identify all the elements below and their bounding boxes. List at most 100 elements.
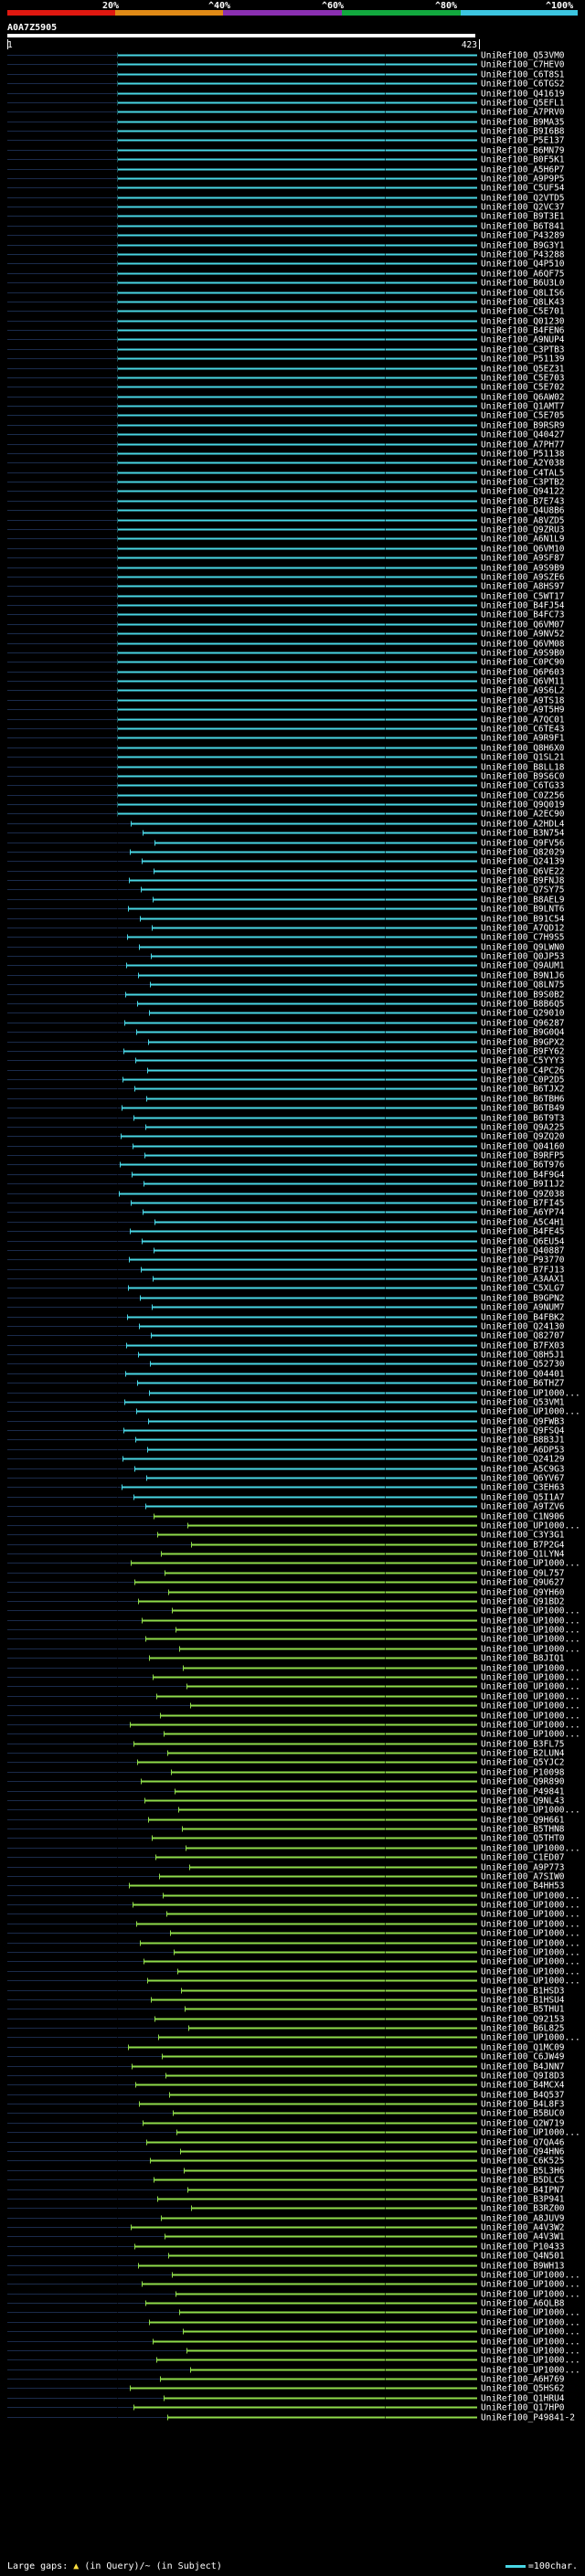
hit-label-243[interactable]: UniRef100_UP1000... [481,2356,580,2366]
hit-label-3[interactable]: UniRef100_C6TGS2 [481,80,565,90]
hit-label-194[interactable]: UniRef100_UP1000... [481,1892,580,1902]
hit-label-143[interactable]: UniRef100_UP1000... [481,1407,580,1417]
hit-label-56[interactable]: UniRef100_A8HS97 [481,582,565,592]
hit-label-236[interactable]: UniRef100_UP1000... [481,2290,580,2300]
hit-label-79[interactable]: UniRef100_Q9Q019 [481,800,565,811]
hit-label-15[interactable]: UniRef100_Q2VTD5 [481,194,565,204]
hit-label-51[interactable]: UniRef100_A6N1L9 [481,535,565,545]
hit-label-127[interactable]: UniRef100_P93770 [481,1256,565,1266]
hit-label-204[interactable]: UniRef100_B1HSD3 [481,1987,565,1997]
hit-label-151[interactable]: UniRef100_C3EH63 [481,1483,565,1493]
hit-label-171[interactable]: UniRef100_UP1000... [481,1673,580,1683]
hit-label-144[interactable]: UniRef100_Q9FWB3 [481,1417,565,1427]
hit-label-69[interactable]: UniRef100_A9T5H9 [481,705,565,716]
hit-label-86[interactable]: UniRef100_Q6VE22 [481,867,565,877]
hit-label-174[interactable]: UniRef100_UP1000... [481,1701,580,1712]
hit-label-109[interactable]: UniRef100_B6TJX2 [481,1085,565,1095]
hit-label-41[interactable]: UniRef100_A7PH77 [481,440,565,451]
hit-label-125[interactable]: UniRef100_Q6EU54 [481,1237,565,1247]
hit-label-43[interactable]: UniRef100_A2Y038 [481,459,565,469]
hit-label-76[interactable]: UniRef100_B9S6C0 [481,772,565,782]
hit-label-29[interactable]: UniRef100_B4FEN6 [481,326,565,336]
hit-label-132[interactable]: UniRef100_A9NUM7 [481,1303,565,1313]
hit-label-95[interactable]: UniRef100_Q0JP53 [481,952,565,962]
hit-label-10[interactable]: UniRef100_B6MN79 [481,146,565,156]
hit-label-67[interactable]: UniRef100_A9S6L2 [481,686,565,696]
hit-label-140[interactable]: UniRef100_B6THZ7 [481,1379,565,1389]
hit-label-247[interactable]: UniRef100_Q1HRU4 [481,2394,565,2404]
hit-label-16[interactable]: UniRef100_Q2VC37 [481,203,565,213]
hit-label-112[interactable]: UniRef100_B6T9T3 [481,1114,565,1124]
hit-label-202[interactable]: UniRef100_UP1000... [481,1967,580,1977]
hit-label-14[interactable]: UniRef100_C5UF54 [481,184,565,194]
hit-label-190[interactable]: UniRef100_C1ED07 [481,1853,565,1863]
hit-label-234[interactable]: UniRef100_UP1000... [481,2271,580,2281]
hit-label-21[interactable]: UniRef100_P43288 [481,250,565,260]
hit-label-64[interactable]: UniRef100_C0PC90 [481,658,565,668]
hit-label-74[interactable]: UniRef100_Q1SL21 [481,753,565,763]
hit-label-49[interactable]: UniRef100_A8VZD5 [481,516,565,526]
hit-label-7[interactable]: UniRef100_B9MA35 [481,118,565,128]
hit-label-75[interactable]: UniRef100_B8LL18 [481,763,565,773]
hit-label-68[interactable]: UniRef100_A9TS18 [481,696,565,706]
hit-label-152[interactable]: UniRef100_Q5I1A7 [481,1493,565,1503]
hit-label-46[interactable]: UniRef100_Q94122 [481,487,565,497]
hit-label-88[interactable]: UniRef100_Q7SY75 [481,885,565,896]
hit-label-221[interactable]: UniRef100_Q94HN6 [481,2147,565,2157]
hit-label-219[interactable]: UniRef100_UP1000... [481,2128,580,2138]
hit-label-82[interactable]: UniRef100_B3N754 [481,829,565,839]
hit-label-96[interactable]: UniRef100_Q9AUM1 [481,961,565,971]
hit-label-66[interactable]: UniRef100_Q6VM11 [481,677,565,687]
hit-label-153[interactable]: UniRef100_A9TZV6 [481,1502,565,1512]
hit-label-172[interactable]: UniRef100_UP1000... [481,1682,580,1692]
hit-label-61[interactable]: UniRef100_A9NV52 [481,630,565,640]
hit-label-175[interactable]: UniRef100_UP1000... [481,1712,580,1722]
hit-label-28[interactable]: UniRef100_Q01230 [481,317,565,327]
hit-label-129[interactable]: UniRef100_A3AAX1 [481,1275,565,1285]
hit-label-169[interactable]: UniRef100_B8JIQ1 [481,1654,565,1664]
hit-label-231[interactable]: UniRef100_P10433 [481,2242,565,2253]
hit-label-211[interactable]: UniRef100_C6JW49 [481,2052,565,2062]
hit-label-163[interactable]: UniRef100_Q91BD2 [481,1597,565,1607]
hit-label-12[interactable]: UniRef100_A5H6P7 [481,165,565,175]
hit-label-159[interactable]: UniRef100_UP1000... [481,1559,580,1569]
hit-label-101[interactable]: UniRef100_Q29010 [481,1009,565,1019]
hit-label-2[interactable]: UniRef100_C6T8S1 [481,70,565,80]
hit-label-50[interactable]: UniRef100_Q9ZRU3 [481,525,565,535]
hit-label-110[interactable]: UniRef100_B6TBH6 [481,1095,565,1105]
hit-label-217[interactable]: UniRef100_B5BUC0 [481,2109,565,2119]
hit-label-27[interactable]: UniRef100_C5E701 [481,307,565,317]
hit-label-100[interactable]: UniRef100_B8B6Q5 [481,1000,565,1010]
hit-label-53[interactable]: UniRef100_A9SF87 [481,554,565,564]
hit-label-4[interactable]: UniRef100_Q41619 [481,90,565,100]
hit-label-238[interactable]: UniRef100_UP1000... [481,2308,580,2318]
hit-label-130[interactable]: UniRef100_C5XLG7 [481,1284,565,1294]
hit-label-214[interactable]: UniRef100_B4MCX4 [481,2081,565,2091]
hit-label-124[interactable]: UniRef100_B4FE45 [481,1227,565,1237]
hit-label-228[interactable]: UniRef100_A8JUV9 [481,2214,565,2224]
hit-label-138[interactable]: UniRef100_Q52730 [481,1360,565,1370]
hit-label-146[interactable]: UniRef100_B8B3J1 [481,1436,565,1446]
hit-label-106[interactable]: UniRef100_C5YYY3 [481,1056,565,1066]
hit-label-89[interactable]: UniRef100_B8AEL9 [481,896,565,906]
hit-label-199[interactable]: UniRef100_UP1000... [481,1939,580,1949]
hit-label-216[interactable]: UniRef100_B4L8F3 [481,2100,565,2110]
hit-label-225[interactable]: UniRef100_B4IPN7 [481,2186,565,2196]
hit-label-37[interactable]: UniRef100_Q1AMT7 [481,402,565,412]
hit-label-135[interactable]: UniRef100_Q82707 [481,1331,565,1341]
hit-label-97[interactable]: UniRef100_B9N1J6 [481,971,565,981]
hit-label-208[interactable]: UniRef100_B6L825 [481,2024,565,2034]
hit-label-26[interactable]: UniRef100_Q8LK43 [481,298,565,308]
hit-label-63[interactable]: UniRef100_A9S9B0 [481,649,565,659]
hit-label-188[interactable]: UniRef100_Q5THT0 [481,1834,565,1844]
hit-label-165[interactable]: UniRef100_UP1000... [481,1617,580,1627]
hit-label-245[interactable]: UniRef100_A6H769 [481,2375,565,2385]
hit-label-147[interactable]: UniRef100_A6DP53 [481,1446,565,1456]
hit-label-184[interactable]: UniRef100_Q9NL43 [481,1797,565,1807]
hit-label-122[interactable]: UniRef100_A6YP74 [481,1208,565,1218]
hit-label-154[interactable]: UniRef100_C1N906 [481,1512,565,1522]
hit-label-40[interactable]: UniRef100_Q40427 [481,430,565,440]
hit-label-220[interactable]: UniRef100_Q7QA46 [481,2138,565,2148]
hit-label-248[interactable]: UniRef100_Q17HP0 [481,2403,565,2413]
hit-label-18[interactable]: UniRef100_B6T841 [481,222,565,232]
